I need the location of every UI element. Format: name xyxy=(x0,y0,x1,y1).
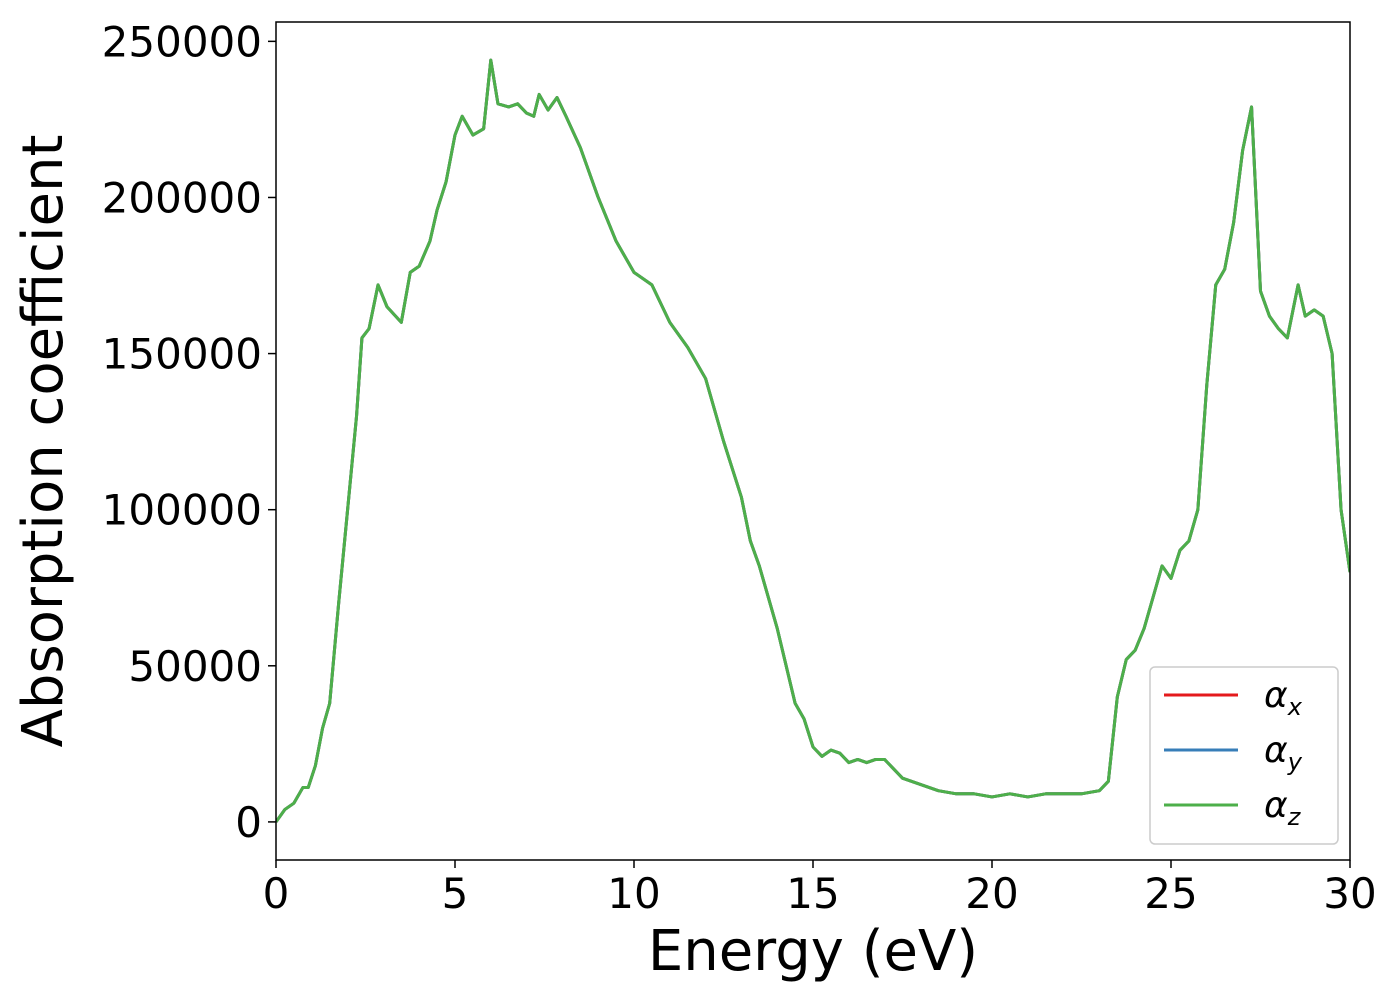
series-line xyxy=(276,58,1350,823)
x-tick-label: 25 xyxy=(1144,869,1197,918)
y-axis-label: Absorption coefficient xyxy=(11,135,76,748)
legend-box xyxy=(1149,666,1339,845)
y-tick-label: 250000 xyxy=(102,17,262,66)
x-tick-label: 30 xyxy=(1323,869,1376,918)
x-tick-label: 20 xyxy=(965,869,1018,918)
y-tick-label: 150000 xyxy=(102,330,262,379)
legend-label: αz xyxy=(1264,785,1302,831)
x-tick-label: 5 xyxy=(442,869,469,918)
y-tick-label: 200000 xyxy=(102,173,262,222)
legend-label: αx xyxy=(1264,675,1303,721)
x-tick-label: 10 xyxy=(607,869,660,918)
y-tick-label: 100000 xyxy=(102,486,262,535)
y-tick-label: 0 xyxy=(235,798,262,847)
y-tick-label: 50000 xyxy=(128,642,262,691)
legend-label: αy xyxy=(1264,730,1303,776)
x-tick-label: 15 xyxy=(786,869,839,918)
plot-frame xyxy=(275,21,1351,861)
x-tick-label: 0 xyxy=(263,869,290,918)
x-axis-label: Energy (eV) xyxy=(648,919,978,984)
